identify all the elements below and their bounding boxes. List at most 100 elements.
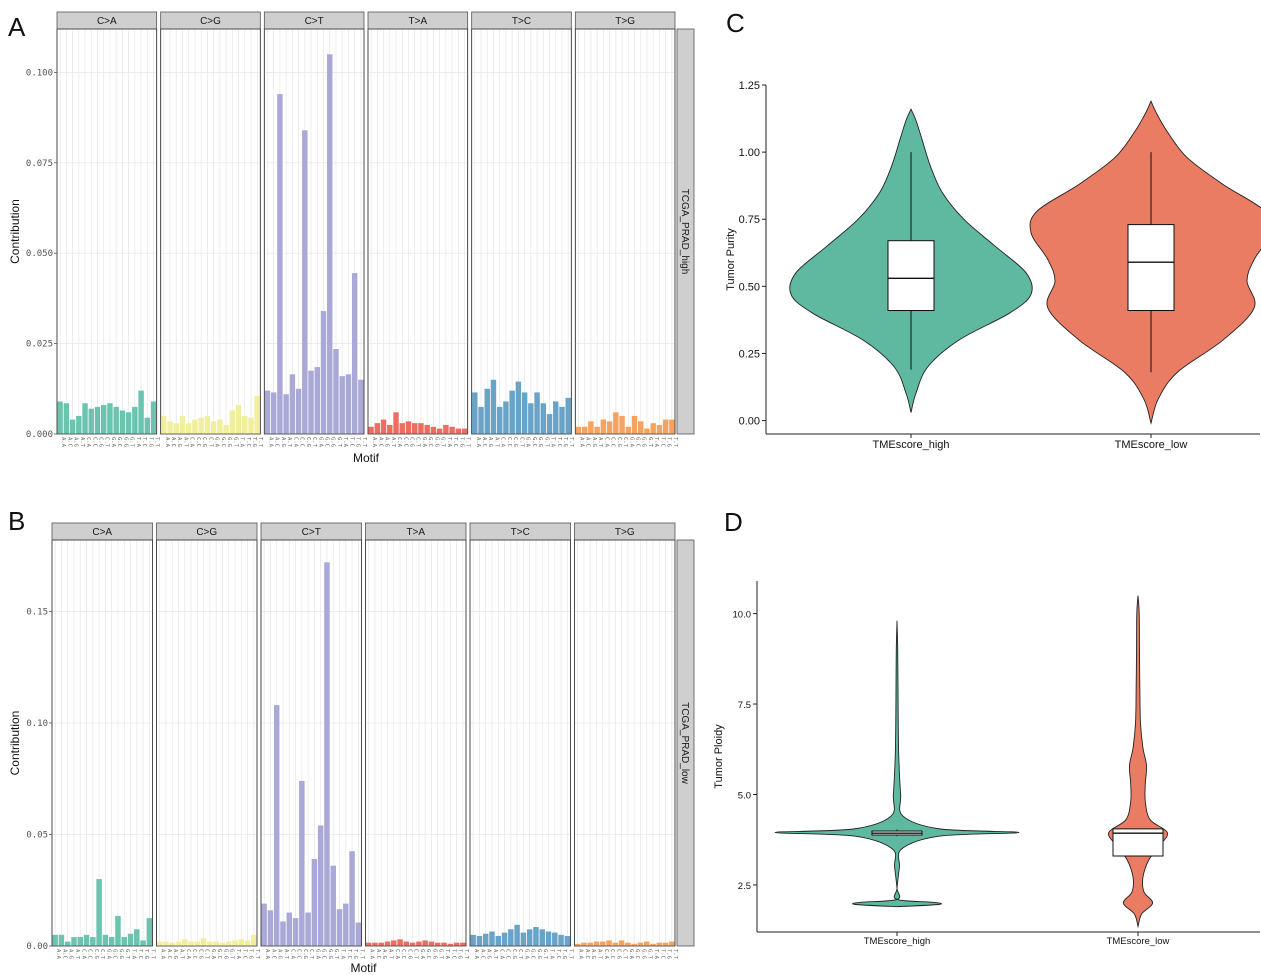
facet-C>G: C>GA.A A.C A.G A.T C.A C.C C.G C.T G.A G.C G.G G.T T…: [156, 522, 260, 960]
x-tick-label: C.C: [91, 437, 97, 447]
bar-C>T-C.T: [308, 370, 314, 434]
bar-C>A-C.C: [88, 408, 94, 434]
bar-T>C-C.G: [509, 390, 515, 434]
bar-T>A-A.A: [368, 426, 374, 434]
bar-T>G-T.T: [669, 941, 675, 946]
x-tick-label: G.A: [525, 437, 531, 448]
panel-label-d: D: [724, 507, 743, 537]
bar-T>A-A.G: [380, 419, 387, 434]
x-tick-label: A.A: [371, 437, 377, 448]
panel-a-mutation-spectrum-high: C>AA.A A.C A.G A.T C.A C.C C.G C.T G.A G.C G.G G.T T…: [8, 11, 695, 465]
x-tick-label: G.G: [433, 437, 439, 447]
y-tick-label: 0.050: [26, 249, 53, 259]
bar-T>G-C.A: [600, 419, 607, 434]
y-tick-label: 5.0: [738, 790, 751, 801]
facet-C>A: C>AA.A A.C A.G A.T C.A C.C C.G C.T G.A G.C G.G G.T T…: [56, 11, 160, 448]
x-tick-label: A.A: [267, 437, 273, 448]
x-tick-label: T.A: [549, 949, 555, 960]
x-tick-label: C.G: [201, 437, 207, 447]
bar-C>A-A.T: [76, 415, 82, 434]
x-tick-label: C.G: [615, 949, 621, 959]
bar-C>G-C.T: [200, 938, 207, 946]
bar-C>T-G.A: [314, 367, 320, 434]
bar-C>G-A.T: [175, 941, 182, 946]
bar-C>T-G.G: [324, 562, 330, 946]
x-tick-label: T.A: [340, 949, 346, 960]
x-tick-label: T.G: [251, 437, 257, 447]
facet-row-label: TCGA_PRAD_high: [679, 189, 690, 275]
bar-C>G-T.G: [244, 940, 251, 946]
x-tick-label: G.C: [531, 437, 537, 447]
bar-T>G-T.A: [650, 423, 656, 434]
bar-T>A-A.C: [372, 942, 378, 946]
x-tick-label: G.G: [118, 949, 124, 959]
x-tick-label: T.T: [672, 437, 678, 448]
x-tick-label: C.A: [189, 437, 195, 448]
bar-C>A-A.T: [71, 937, 77, 946]
y-tick-label: 0.00: [739, 416, 760, 428]
x-tick-label: A.G: [591, 437, 597, 447]
bar-C>G-A.G: [173, 423, 179, 434]
bar-C>T-C.G: [299, 780, 305, 946]
x-tick-label: T.G: [355, 437, 361, 447]
bar-T>G-T.A: [650, 943, 656, 946]
x-tick-label: T.C: [556, 437, 562, 447]
bar-T>A-A.G: [378, 942, 384, 946]
bar-T>C-C.C: [501, 932, 508, 946]
bar-T>G-A.G: [587, 942, 593, 946]
x-tick-label: C.T: [204, 949, 210, 960]
x-tick-label: G.A: [419, 949, 425, 960]
x-tick-label: C.G: [305, 437, 311, 447]
bar-C>A-G.A: [107, 403, 113, 434]
bar-C>T-C.A: [286, 912, 293, 946]
bar-C>G-G.T: [229, 410, 236, 434]
x-tick-label: C.C: [402, 437, 408, 447]
x-tick-label: T.C: [245, 437, 251, 447]
bar-T>G-A.C: [581, 942, 587, 946]
x-tick-label: G.T: [232, 437, 238, 448]
bar-T>C-G.A: [521, 392, 528, 434]
bar-C>G-A.A: [161, 415, 167, 434]
bar-T>C-T.A: [546, 414, 553, 434]
x-tick-label: A.A: [55, 949, 61, 960]
facet-strip-label: C>G: [196, 527, 217, 538]
x-tick-label: C.A: [292, 437, 298, 448]
facet-border: [367, 28, 469, 435]
x-tick-label: G.T: [333, 949, 339, 960]
x-tick-label: G.A: [421, 437, 427, 448]
bar-T>G-G.G: [637, 942, 644, 946]
bar-C>A-C.A: [77, 937, 84, 946]
x-tick-label: C.T: [415, 437, 421, 448]
x-tick-label: C.G: [197, 949, 203, 959]
facet-strip-label: C>G: [200, 16, 221, 27]
facet-strip-label: T>A: [406, 527, 425, 538]
x-tick-label: A.T: [597, 437, 603, 448]
x-tick-label: C.T: [104, 437, 110, 448]
bar-T>C-T.G: [558, 934, 564, 946]
bar-T>A-T.T: [461, 428, 468, 434]
x-tick-label: C.G: [408, 437, 414, 447]
x-tick-label: T.A: [550, 437, 556, 448]
violin-TMEscore_high: [774, 620, 1020, 908]
x-tick-label: G.T: [124, 949, 130, 960]
bar-T>C-C.T: [514, 924, 520, 946]
bar-T>C-A.T: [489, 931, 495, 946]
bar-C>G-G.C: [217, 419, 223, 434]
x-tick-label: TMEscore_low: [1115, 439, 1188, 451]
x-tick-label: T.A: [444, 949, 450, 960]
facet-strip-label: T>C: [511, 527, 530, 538]
facet-panel: [51, 539, 153, 947]
bar-C>A-A.G: [64, 941, 71, 946]
x-tick-label: A.T: [79, 437, 85, 448]
x-tick-label: G.C: [635, 437, 641, 447]
bar-T>C-T.T: [565, 397, 571, 434]
x-tick-label: G.G: [222, 949, 228, 959]
bar-C>G-G.C: [213, 941, 219, 946]
bar-T>G-G.C: [631, 943, 637, 946]
x-tick-label: C.C: [296, 949, 302, 959]
violin-group-TMEscore_high: [774, 620, 1020, 908]
x-tick-label: T.A: [342, 437, 348, 448]
y-tick-label: 1.00: [739, 147, 760, 159]
x-tick-label: T.G: [666, 949, 672, 959]
bar-T>A-G.T: [434, 942, 441, 946]
